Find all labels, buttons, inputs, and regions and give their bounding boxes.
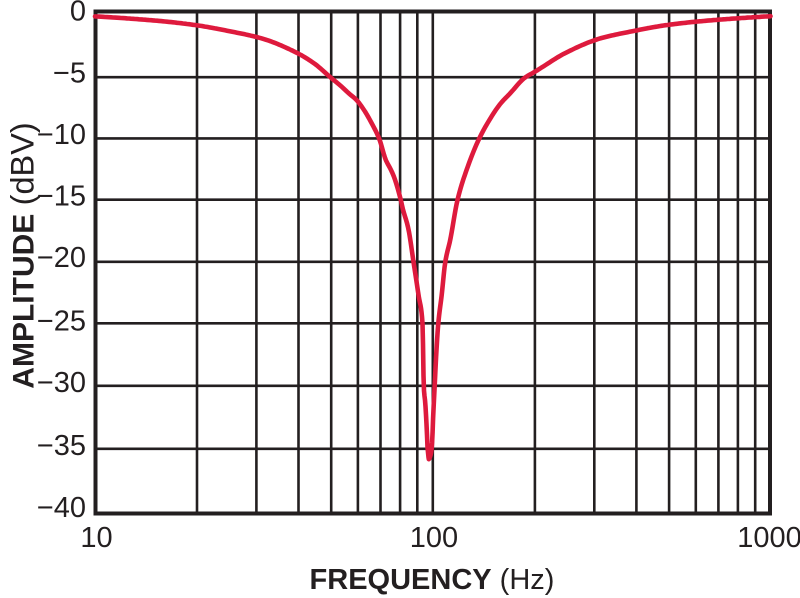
svg-text:−15: −15: [37, 180, 86, 212]
svg-text:1000: 1000: [737, 522, 800, 554]
svg-text:−25: −25: [37, 305, 86, 337]
svg-text:−40: −40: [37, 492, 86, 524]
svg-text:AMPLITUDE (dBV): AMPLITUDE (dBV): [5, 122, 41, 388]
svg-text:−30: −30: [37, 367, 86, 399]
svg-text:10: 10: [80, 522, 112, 554]
svg-text:100: 100: [410, 522, 458, 554]
svg-text:−10: −10: [37, 119, 86, 151]
svg-text:−5: −5: [53, 57, 86, 89]
svg-text:−20: −20: [37, 242, 86, 274]
svg-text:FREQUENCY (Hz): FREQUENCY (Hz): [310, 564, 555, 596]
svg-text:−35: −35: [37, 430, 86, 462]
svg-text:0: 0: [70, 0, 86, 27]
